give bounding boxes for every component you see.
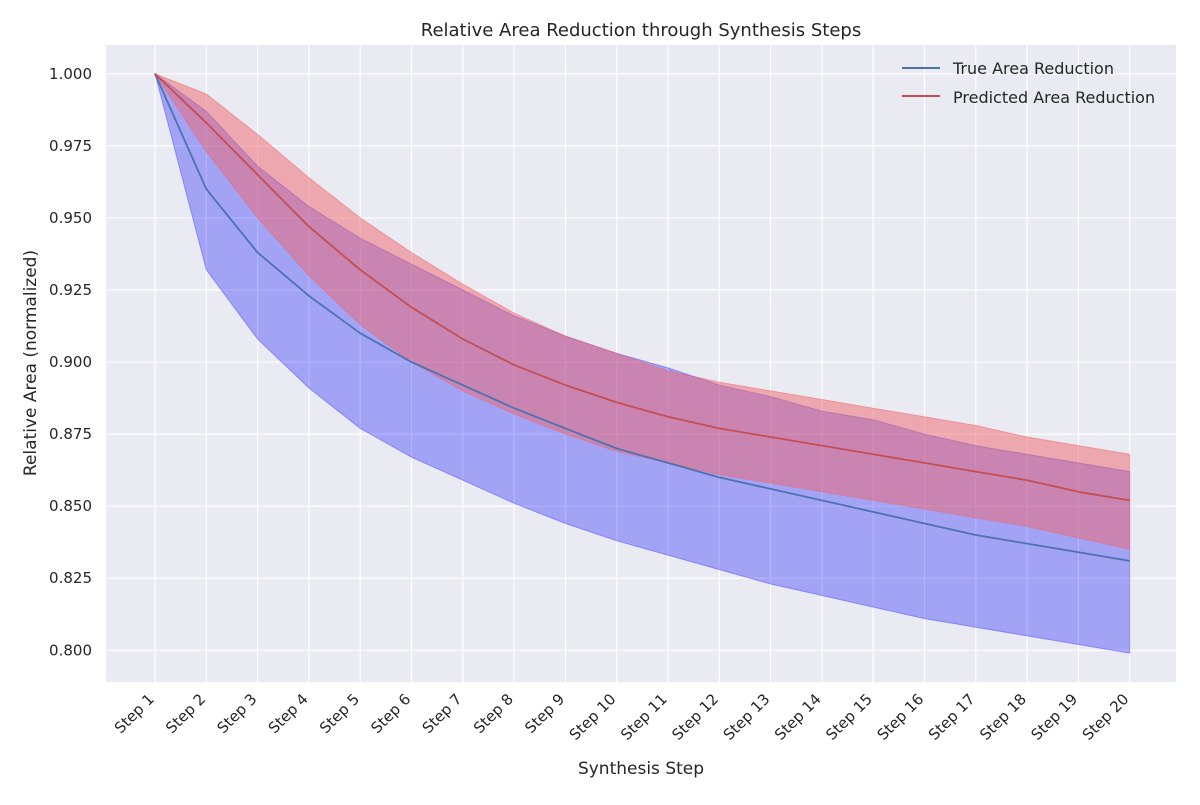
y-tick-labels: 0.800 0.825 0.850 0.875 0.900 0.925 0.950 0.975… (49, 65, 92, 659)
x-tick-labels: Step 1 Step 2 Step 3 Step 4 Step 5 Step 6 Step… (111, 690, 1133, 744)
y-tick-label: 0.975 (49, 137, 92, 155)
series-line-true (154, 73, 1130, 562)
x-tick-label: Step 8 (470, 690, 517, 737)
x-tick-label: Step 10 (566, 690, 620, 744)
x-tick-label: Step 13 (720, 690, 774, 744)
x-tick-label: Step 14 (771, 690, 825, 744)
x-tick-label: Step 6 (367, 690, 414, 737)
legend-label-predicted: Predicted Area Reduction (953, 88, 1155, 107)
y-tick-label: 0.950 (49, 209, 92, 227)
band-layer (153, 72, 1131, 654)
y-tick-label: 0.800 (49, 641, 92, 659)
x-tick-label: Step 5 (316, 690, 363, 737)
band-predicted (153, 72, 1131, 551)
y-tick-label: 0.875 (49, 425, 92, 443)
x-tick-label: Step 12 (668, 690, 722, 744)
y-axis-title: Relative Area (normalized) (21, 250, 41, 476)
x-tick-label: Step 7 (419, 690, 466, 737)
y-tick-label: 0.850 (49, 497, 92, 515)
y-tick-label: 0.925 (49, 281, 92, 299)
x-tick-label: Step 18 (976, 690, 1030, 744)
legend: True Area Reduction Predicted Area Reduc… (902, 59, 1155, 107)
x-tick-label: Step 15 (822, 690, 876, 744)
x-tick-label: Step 17 (925, 690, 979, 744)
x-tick-label: Step 1 (111, 690, 158, 737)
x-tick-label: Step 3 (213, 690, 260, 737)
grid-layer (106, 45, 1176, 682)
y-tick-label: 0.825 (49, 569, 92, 587)
x-tick-label: Step 4 (265, 690, 312, 737)
x-tick-label: Step 16 (874, 690, 928, 744)
y-tick-label: 1.000 (49, 65, 92, 83)
x-tick-label: Step 2 (162, 690, 209, 737)
x-tick-label: Step 19 (1027, 690, 1081, 744)
chart-title: Relative Area Reduction through Synthesi… (421, 20, 861, 41)
line-layer (154, 73, 1130, 562)
legend-label-true: True Area Reduction (952, 59, 1114, 78)
x-tick-label: Step 9 (521, 690, 568, 737)
x-tick-label: Step 20 (1079, 690, 1133, 744)
y-tick-label: 0.900 (49, 353, 92, 371)
x-axis-title: Synthesis Step (578, 759, 704, 779)
x-tick-label: Step 11 (617, 690, 671, 744)
series-line-predicted (154, 73, 1130, 502)
